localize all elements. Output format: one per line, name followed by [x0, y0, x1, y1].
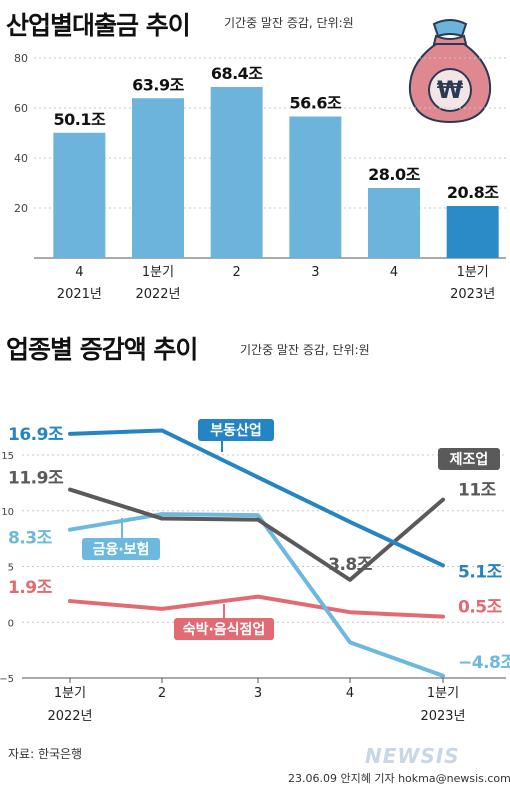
food-lodging-end-label: 0.5조 [458, 598, 503, 618]
line-x-tick-label: 3 [254, 686, 262, 701]
line-y-tick-label: 5 [8, 563, 14, 574]
bar-x-tick-year-label: 2021년 [57, 287, 102, 302]
real-estate-tag: 부동산업 [210, 422, 262, 439]
line-chart-subtitle: 기간중 말잔 증감, 단위:원 [240, 343, 370, 357]
manufacturing-mid-label: 3.8조 [328, 555, 373, 575]
manufacturing-start-label: 11.9조 [8, 469, 64, 489]
line-x-tick-year-label: 2023년 [420, 709, 465, 724]
line-x-tick-label: 4 [346, 686, 354, 701]
series-line-real_estate [68, 428, 445, 568]
bar-y-tick-label: 60 [14, 102, 28, 115]
bar [53, 132, 106, 258]
series-line-manufacturing [68, 487, 445, 582]
bar-y-tick-label: 20 [14, 202, 28, 215]
money-bag-won-icon: ₩ [408, 19, 492, 124]
bar-value-label: 50.1조 [53, 110, 105, 129]
bar-x-tick-label: 4 [390, 265, 398, 280]
series-line-food_lodging [68, 594, 445, 619]
source-note: 자료: 한국은행 [8, 747, 83, 761]
bar-x-tick-label: 4 [75, 265, 83, 280]
line-x-tick-year-label: 2022년 [47, 709, 92, 724]
bar-x-tick-year-label: 2022년 [135, 287, 180, 302]
bar [368, 188, 420, 258]
bar-x-tick-label: 1분기 [142, 265, 174, 280]
real-estate-start-label: 16.9조 [8, 425, 64, 445]
finance-tag: 금융·보험 [93, 541, 150, 558]
finance-tag-box [82, 538, 160, 560]
watermark-logo: NEWSIS [365, 744, 460, 768]
bar-x-tick-label: 1분기 [457, 265, 489, 280]
bar-value-label: 28.0조 [368, 165, 420, 184]
bar-y-tick-label: 80 [14, 52, 28, 65]
real-estate-tag-box [198, 419, 274, 441]
bar [446, 206, 499, 258]
finance-start-label: 8.3조 [8, 529, 53, 549]
line-y-tick-label: 15 [1, 451, 14, 462]
real-estate-end-label: 5.1조 [458, 562, 503, 582]
bar-x-tick-year-label: 2023년 [450, 287, 495, 302]
credit-note: 23.06.09 안지혜 기자 hokma@newsis.com [288, 772, 510, 785]
bar [210, 87, 263, 258]
bar-value-label: 56.6조 [289, 94, 341, 113]
bar-x-tick-label: 3 [311, 265, 319, 280]
line-y-tick-label: 10 [1, 507, 14, 518]
manufacturing-tag-box [438, 448, 500, 470]
bar-chart-subtitle: 기간중 말잔 증감, 단위:원 [224, 16, 354, 30]
bar [132, 98, 184, 258]
line-y-tick-label: −5 [0, 674, 14, 685]
manufacturing-tag: 제조업 [450, 452, 489, 468]
bar-value-label: 20.8조 [447, 183, 499, 202]
bar-y-tick-label: 40 [14, 152, 28, 165]
bar-chart: 20 40 60 80 50.1조 4 2021년 63.9조 1분기 2022년 68.4조 2 56… [14, 52, 506, 302]
bar-value-label: 68.4조 [211, 64, 263, 83]
svg-text:₩: ₩ [437, 76, 464, 104]
food-lodging-tag: 숙박·음식점업 [183, 621, 266, 638]
food-lodging-start-label: 1.9조 [8, 578, 53, 598]
bar-x-tick-label: 2 [233, 265, 241, 280]
bar [289, 116, 342, 258]
food-lodging-tag-box [174, 618, 274, 640]
finance-end-label: −4.8조 [458, 653, 510, 673]
line-x-tick-label: 1분기 [54, 686, 86, 701]
line-x-tick-label: 2 [158, 686, 166, 701]
manufacturing-end-label: 11조 [458, 481, 497, 501]
series-line-finance [68, 512, 445, 678]
line-y-tick-label: 0 [8, 618, 14, 629]
line-chart-title: 업종별 증감액 추이 [6, 335, 198, 364]
bar-chart-title: 산업별대출금 추이 [6, 11, 191, 40]
line-x-tick-label: 1분기 [427, 686, 459, 701]
bar-value-label: 63.9조 [132, 75, 184, 94]
